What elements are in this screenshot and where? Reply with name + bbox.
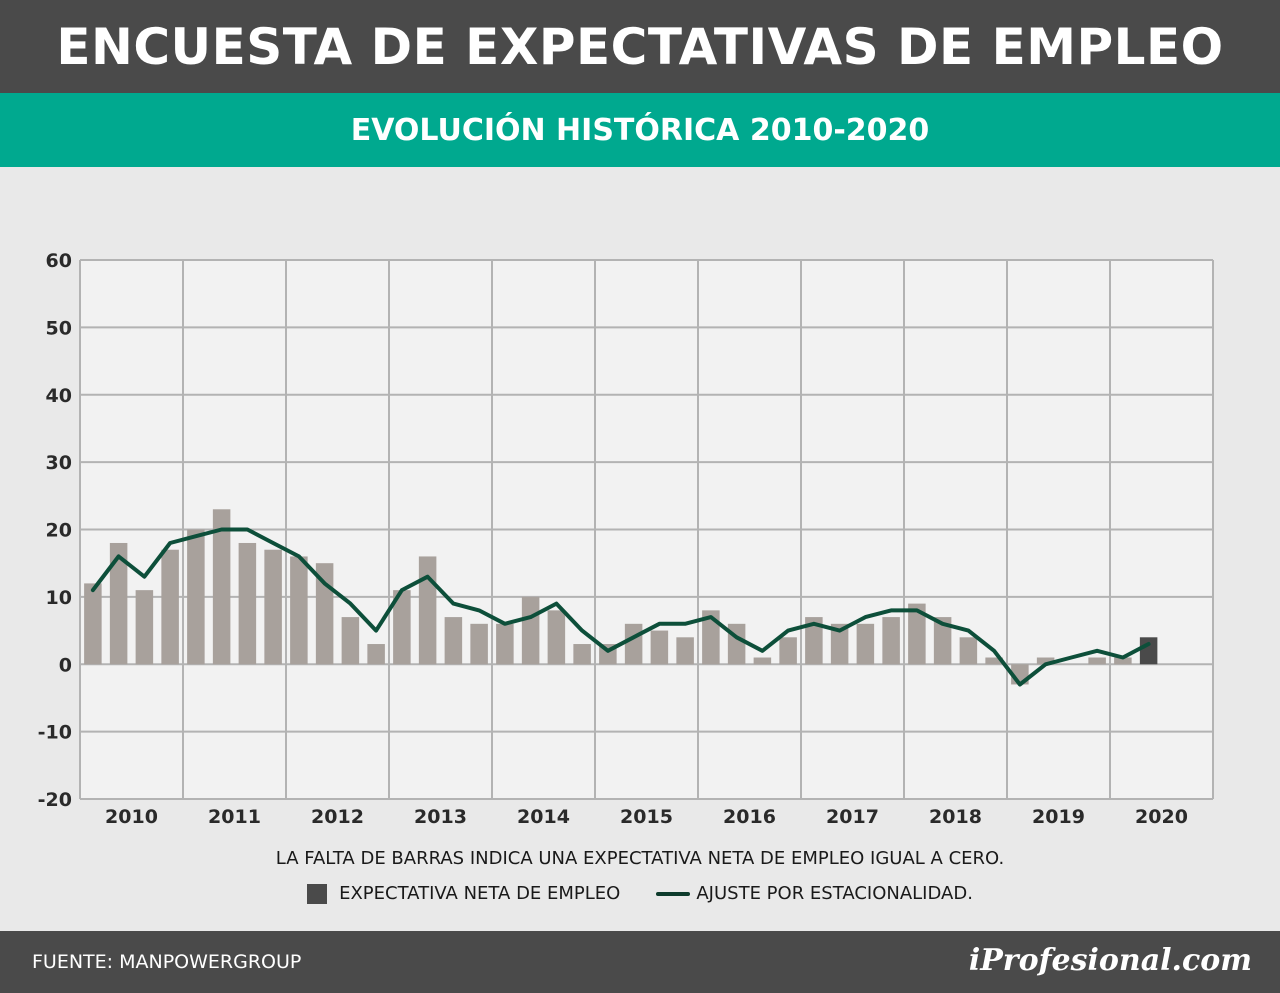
bar	[393, 590, 411, 665]
bar	[470, 623, 488, 665]
bar	[753, 657, 772, 665]
chart-legend: EXPECTATIVA NETA DE EMPLEO AJUSTE POR ES…	[0, 883, 1280, 904]
x-tick-label: 2016	[723, 806, 776, 828]
page-title: ENCUESTA DE EXPECTATIVAS DE EMPLEO	[56, 17, 1224, 76]
chart-note: LA FALTA DE BARRAS INDICA UNA EXPECTATIV…	[275, 848, 1005, 869]
bar	[496, 623, 514, 665]
y-tick-label: 50	[46, 317, 72, 339]
bar	[779, 637, 797, 665]
bar	[264, 549, 282, 665]
seasonal-adjusted-line	[90, 527, 1151, 687]
x-tick-label: 2020	[1135, 806, 1188, 828]
y-tick-label: -10	[38, 722, 72, 744]
bar	[959, 637, 978, 665]
bar	[521, 596, 540, 665]
page-subtitle: EVOLUCIÓN HISTÓRICA 2010-2020	[350, 112, 930, 148]
x-tick-label: 2019	[1032, 806, 1085, 828]
x-tick-label: 2011	[208, 806, 261, 828]
legend-label-bars: EXPECTATIVA NETA DE EMPLEO	[339, 883, 621, 904]
y-tick-label: 10	[46, 587, 72, 609]
legend-bar-swatch	[307, 883, 328, 904]
bar	[109, 542, 128, 665]
bar	[624, 623, 643, 665]
x-tick-label: 2010	[105, 806, 158, 828]
bar	[856, 623, 875, 665]
bar	[908, 603, 926, 665]
bar	[727, 623, 746, 665]
source-text: FUENTE: MANPOWERGROUP	[32, 951, 302, 973]
legend-item-line: AJUSTE POR ESTACIONALIDAD.	[656, 883, 973, 904]
y-tick-label: 60	[46, 250, 72, 272]
bar	[418, 556, 437, 665]
bar	[1088, 657, 1106, 665]
bar	[1114, 657, 1132, 665]
x-tick-label: 2015	[620, 806, 673, 828]
bar	[290, 556, 308, 665]
bar	[367, 644, 385, 665]
bar	[933, 617, 952, 665]
bar	[547, 610, 566, 665]
bar	[985, 657, 1003, 665]
x-tick-label: 2017	[826, 806, 879, 828]
y-tick-label: 40	[46, 385, 72, 407]
bar	[882, 617, 900, 665]
y-tick-label: 0	[59, 654, 72, 676]
bar	[650, 630, 669, 665]
x-tick-label: 2013	[414, 806, 467, 828]
bar	[805, 617, 823, 665]
x-tick-label: 2014	[517, 806, 570, 828]
legend-label-line: AJUSTE POR ESTACIONALIDAD.	[696, 883, 973, 904]
x-tick-label: 2018	[929, 806, 982, 828]
bar	[676, 637, 694, 665]
legend-item-bars: EXPECTATIVA NETA DE EMPLEO	[307, 883, 620, 904]
bar	[444, 617, 463, 665]
bar	[702, 610, 720, 665]
bar	[1036, 657, 1055, 665]
bar	[135, 590, 154, 665]
x-tick-label: 2012	[311, 806, 364, 828]
bar	[212, 509, 231, 665]
y-tick-label: 30	[46, 452, 72, 474]
footer-bar: FUENTE: MANPOWERGROUP iProfesional.com	[0, 931, 1280, 993]
y-tick-label: 20	[46, 520, 72, 542]
header-bar: ENCUESTA DE EXPECTATIVAS DE EMPLEO	[0, 0, 1280, 93]
bar	[238, 542, 257, 665]
y-tick-label: -20	[38, 789, 72, 811]
bar	[187, 529, 205, 665]
bar	[830, 623, 849, 665]
legend-line-swatch	[656, 891, 691, 896]
bar	[1139, 637, 1158, 665]
brand-logo: iProfesional.com	[968, 943, 1252, 978]
bar	[84, 583, 102, 665]
subtitle-bar: EVOLUCIÓN HISTÓRICA 2010-2020	[0, 93, 1280, 167]
bar	[573, 644, 591, 665]
bar	[341, 617, 360, 665]
bar	[161, 549, 179, 665]
